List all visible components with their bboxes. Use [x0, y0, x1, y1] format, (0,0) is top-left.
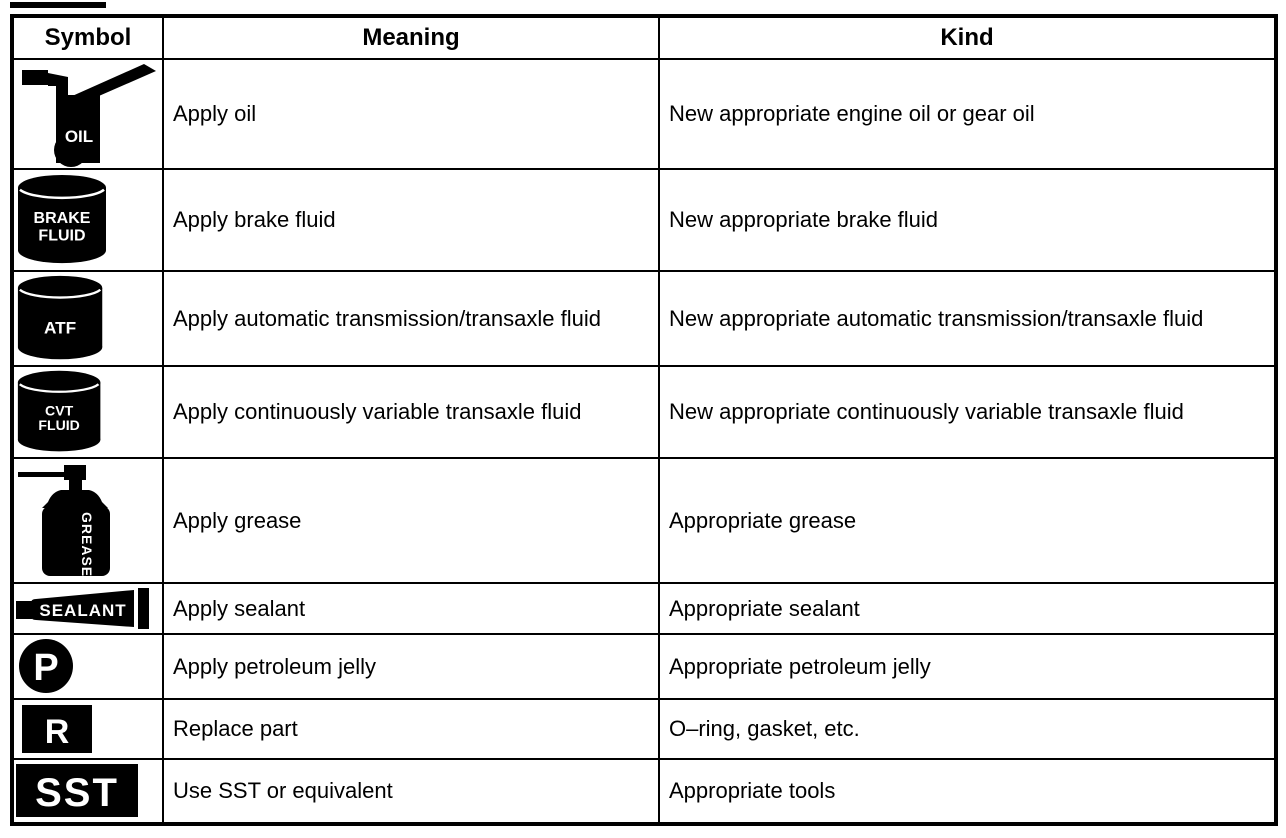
- table-row-grease-kind: Appropriate grease: [660, 459, 1274, 584]
- kind-text: Appropriate grease: [669, 507, 857, 533]
- header-kind: Kind: [660, 18, 1274, 60]
- kind-text: New appropriate brake fluid: [669, 207, 939, 232]
- table-row-cvt-fluid-kind: New appropriate continuously variable tr…: [660, 367, 1274, 459]
- header-symbol-label: Symbol: [44, 24, 132, 51]
- cvt-fluid-label-line1: CVT: [45, 404, 74, 419]
- meaning-text: Replace part: [173, 716, 298, 741]
- meaning-text: Apply sealant: [173, 595, 306, 621]
- table-row-cvt-fluid-meaning: Apply continuously variable transaxle fl…: [164, 367, 660, 459]
- scan-artifact-streak: [10, 2, 106, 8]
- table-row-sealant-meaning: Apply sealant: [164, 584, 660, 635]
- petroleum-jelly-label: P: [33, 647, 58, 689]
- sst-symbol-icon: SST: [16, 764, 138, 817]
- sealant-label: SEALANT: [39, 601, 126, 620]
- oil-can-label: OIL: [65, 127, 93, 146]
- table-row-brake-fluid-meaning: Apply brake fluid: [164, 170, 660, 272]
- replace-part-symbol-icon: R: [22, 705, 92, 753]
- table-row-replace-part-symbol: R: [14, 700, 164, 760]
- meaning-text: Apply grease: [173, 507, 302, 533]
- cvt-fluid-label-line2: FLUID: [38, 418, 79, 433]
- table-row-petroleum-jelly-kind: Appropriate petroleum jelly: [660, 635, 1274, 700]
- atf-can-icon: ATF: [17, 275, 103, 360]
- table-row-sealant-kind: Appropriate sealant: [660, 584, 1274, 635]
- table-row-petroleum-jelly-meaning: Apply petroleum jelly: [164, 635, 660, 700]
- table-row-sst-kind: Appropriate tools: [660, 760, 1274, 822]
- kind-text: New appropriate automatic transmission/t…: [669, 305, 1204, 331]
- brake-fluid-label-line1: BRAKE: [34, 210, 91, 227]
- kind-text: Appropriate tools: [669, 778, 836, 803]
- meaning-text: Use SST or equivalent: [173, 778, 393, 803]
- table-row-oil-meaning: Apply oil: [164, 60, 660, 170]
- table-row-atf-kind: New appropriate automatic transmission/t…: [660, 272, 1274, 367]
- table-row-petroleum-jelly-symbol: P: [14, 635, 164, 700]
- sealant-tube-icon: SEALANT: [16, 588, 149, 629]
- meaning-text: Apply continuously variable transaxle fl…: [173, 399, 582, 424]
- table-row-cvt-fluid-symbol: CVT FLUID: [14, 367, 164, 459]
- table-row-atf-meaning: Apply automatic transmission/transaxle f…: [164, 272, 660, 367]
- kind-text: New appropriate engine oil or gear oil: [669, 101, 1035, 126]
- meaning-text: Apply oil: [173, 101, 257, 126]
- table-row-replace-part-meaning: Replace part: [164, 700, 660, 760]
- header-meaning: Meaning: [164, 18, 660, 60]
- header-meaning-label: Meaning: [362, 24, 460, 51]
- kind-text: Appropriate sealant: [669, 595, 860, 621]
- kind-text: New appropriate continuously variable tr…: [669, 399, 1184, 424]
- replace-part-label: R: [45, 713, 70, 751]
- table-row-replace-part-kind: O–ring, gasket, etc.: [660, 700, 1274, 760]
- header-symbol: Symbol: [14, 18, 164, 60]
- table-row-grease-symbol: GREASE: [14, 459, 164, 584]
- table-row-oil-kind: New appropriate engine oil or gear oil: [660, 60, 1274, 170]
- table-row-sst-meaning: Use SST or equivalent: [164, 760, 660, 822]
- sst-label: SST: [35, 771, 119, 815]
- oil-can-icon: OIL: [22, 64, 156, 167]
- cvt-fluid-can-icon: CVT FLUID: [17, 370, 101, 452]
- table-row-atf-symbol: ATF: [14, 272, 164, 367]
- table-row-sst-symbol: SST: [14, 760, 164, 822]
- meaning-text: Apply petroleum jelly: [173, 653, 376, 679]
- table-row-brake-fluid-kind: New appropriate brake fluid: [660, 170, 1274, 272]
- symbol-legend-table: Symbol Meaning Kind OIL Apply oil New ap…: [10, 14, 1278, 826]
- kind-text: Appropriate petroleum jelly: [669, 653, 931, 679]
- table-row-oil-symbol: OIL: [14, 60, 164, 170]
- brake-fluid-can-icon: BRAKE FLUID: [18, 174, 106, 264]
- meaning-text: Apply brake fluid: [173, 207, 336, 232]
- header-kind-label: Kind: [940, 24, 994, 51]
- atf-label: ATF: [44, 319, 76, 338]
- table-row-grease-meaning: Apply grease: [164, 459, 660, 584]
- kind-text: O–ring, gasket, etc.: [669, 716, 860, 741]
- grease-spray-can-icon: GREASE: [18, 465, 110, 577]
- meaning-text: Apply automatic transmission/transaxle f…: [173, 305, 601, 331]
- table-row-brake-fluid-symbol: BRAKE FLUID: [14, 170, 164, 272]
- brake-fluid-label-line2: FLUID: [38, 228, 85, 245]
- grease-label: GREASE: [79, 512, 95, 577]
- petroleum-jelly-symbol-icon: P: [19, 639, 73, 693]
- table-row-sealant-symbol: SEALANT: [14, 584, 164, 635]
